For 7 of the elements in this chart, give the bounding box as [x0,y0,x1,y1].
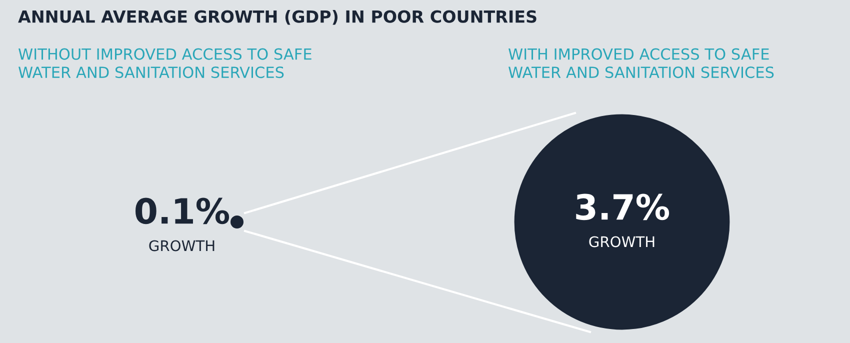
text: GROWTH [149,240,214,252]
text: GROWTH [589,236,654,248]
category-label: WITH IMPROVED ACCESS TO SAFE WATER AND SANITATION SERVICES [508,48,774,78]
data-label: 3.7% [576,194,670,220]
data-label: 0.1% [136,198,230,224]
text: ANNUAL AVERAGE GROWTH (GDP) IN POOR COUNTRIES [18,10,536,25]
category-label: WITHOUT IMPROVED ACCESS TO SAFE WATER AND SANITATION SERVICES [18,48,312,78]
